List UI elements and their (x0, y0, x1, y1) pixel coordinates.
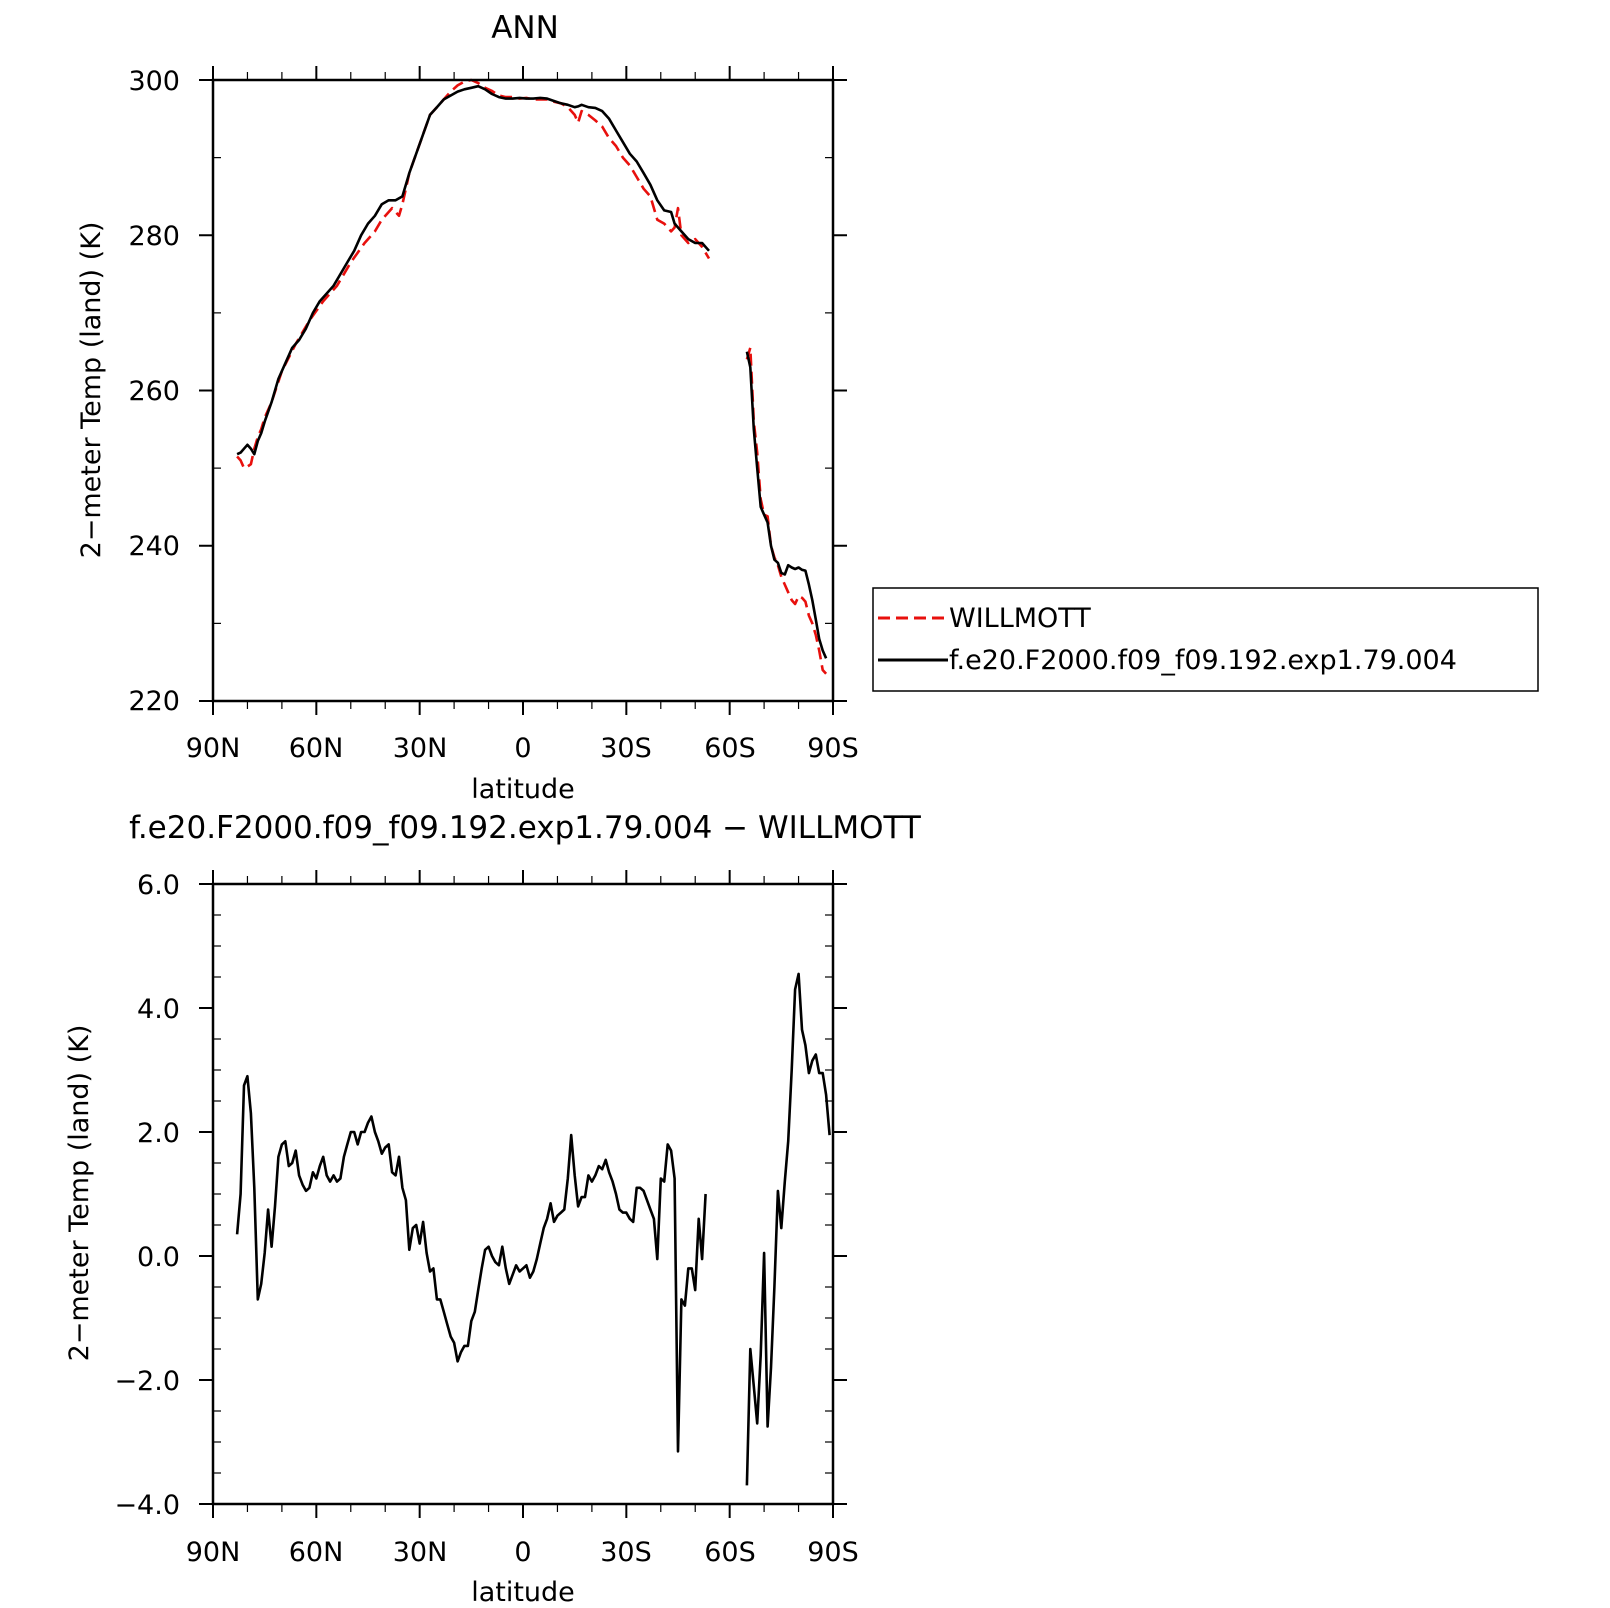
bottom-x-tick-label: 60S (704, 1537, 756, 1568)
top-chart-title: ANN (491, 10, 559, 46)
bottom-panel: f.e20.F2000.f09_f09.192.exp1.79.004 − WI… (64, 810, 922, 1608)
top-x-tick-label: 60S (704, 733, 756, 764)
bottom-plot-lines (235, 972, 831, 1486)
top-x-tick-label: 30N (393, 733, 448, 764)
top-model-line (745, 351, 828, 659)
top-y-tick-label: 240 (128, 531, 180, 562)
bottom-x-tick-label: 30S (600, 1537, 652, 1568)
top-x-tick-label: 90S (807, 733, 859, 764)
bottom-x-tick-label: 90N (186, 1537, 241, 1568)
top-x-tick-label: 30S (600, 733, 652, 764)
bottom-x-tick-label: 30N (393, 1537, 448, 1568)
legend-box (872, 587, 1539, 692)
bottom-y-tick-label: 6.0 (137, 870, 180, 901)
bottom-chart-title: f.e20.F2000.f09_f09.192.exp1.79.004 − WI… (129, 810, 922, 846)
bottom-x-tick-label: 60N (289, 1537, 344, 1568)
legend-model-label: f.e20.F2000.f09_f09.192.exp1.79.004 (949, 645, 1457, 676)
top-x-tick-label: 60N (289, 733, 344, 764)
bottom-y-tick-label: −4.0 (114, 1490, 180, 1521)
top-x-tick-label: 0 (514, 733, 531, 764)
bottom-x-tick-label: 90S (807, 1537, 859, 1568)
bottom-x-axis-label: latitude (471, 1577, 575, 1608)
top-y-tick-label: 300 (128, 66, 180, 97)
bottom-y-axis-label: 2−meter Temp (land) (K) (64, 1025, 95, 1362)
top-willmott-line (745, 346, 828, 675)
bottom-y-tick-label: 0.0 (137, 1242, 180, 1273)
top-y-tick-label: 260 (128, 376, 180, 407)
legend: WILLMOTT f.e20.F2000.f09_f09.192.exp1.79… (872, 587, 1539, 692)
bottom-x-tick-label: 0 (514, 1537, 531, 1568)
top-model-line (236, 84, 710, 456)
top-plot-lines (236, 78, 828, 675)
bottom-plot-frame (211, 882, 835, 1506)
top-panel: ANN 300 280 260 240 220 90N 60N 30N 0 30… (76, 10, 1539, 805)
bottom-tick-marks (199, 870, 847, 1518)
bottom-difference-line (745, 972, 831, 1486)
bottom-difference-line (235, 1074, 707, 1453)
top-tick-marks (199, 66, 847, 715)
top-x-axis-label: latitude (471, 774, 575, 805)
top-y-axis-label: 2−meter Temp (land) (K) (76, 222, 107, 559)
top-plot-frame (211, 78, 835, 703)
top-y-tick-label: 220 (128, 686, 180, 717)
bottom-y-tick-label: 2.0 (137, 1118, 180, 1149)
bottom-y-tick-label: 4.0 (137, 994, 180, 1025)
legend-willmott-label: WILLMOTT (949, 603, 1091, 634)
top-y-tick-label: 280 (128, 221, 180, 252)
top-x-tick-label: 90N (186, 733, 241, 764)
top-willmott-line (236, 78, 711, 470)
bottom-y-tick-label: −2.0 (114, 1366, 180, 1397)
